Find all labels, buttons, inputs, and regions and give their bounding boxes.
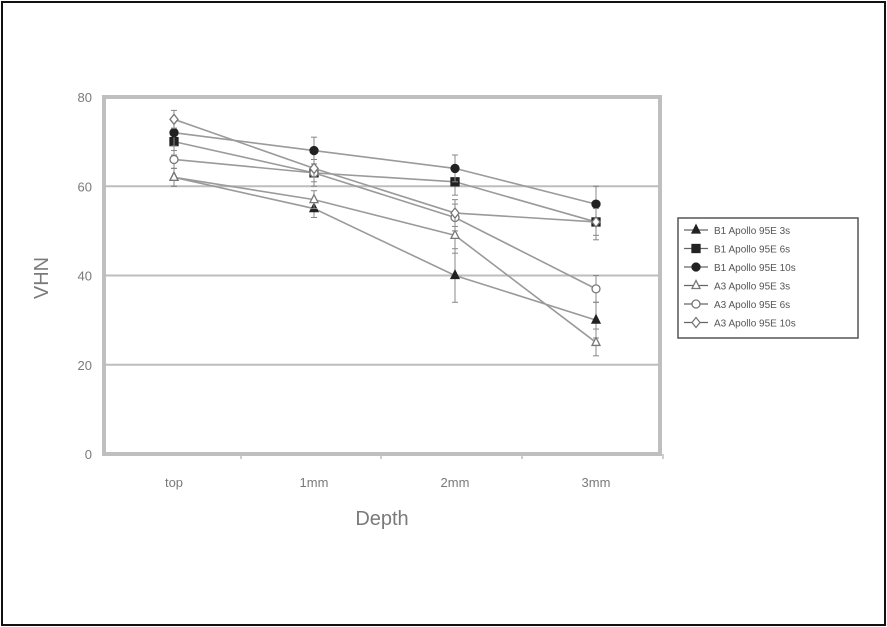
legend-marker xyxy=(691,262,701,272)
gridlines xyxy=(104,185,660,366)
legend-item: A3 Apollo 95E 6s xyxy=(684,299,790,311)
legend-label: A3 Apollo 95E 3s xyxy=(714,282,790,293)
series-line xyxy=(173,131,597,205)
x-axis-title: Depth xyxy=(355,508,408,530)
data-point xyxy=(169,113,179,126)
data-point xyxy=(169,128,179,138)
series-group xyxy=(168,109,602,357)
legend-marker xyxy=(691,243,701,254)
x-axis-ticks: top 1mm 2mm 3mm xyxy=(165,454,664,490)
legend: B1 Apollo 95E 3s B1 Apollo 95E 6s B1 Apoll… xyxy=(684,223,796,330)
x-tick-label: 3mm xyxy=(582,475,611,490)
legend-label: B1 Apollo 95E 6s xyxy=(714,245,790,256)
x-tick-label: 2mm xyxy=(441,475,470,490)
legend-label: B1 Apollo 95E 10s xyxy=(714,263,796,274)
data-point xyxy=(590,313,602,324)
legend-item: A3 Apollo 95E 3s xyxy=(684,279,790,293)
legend-marker xyxy=(690,223,702,234)
data-point xyxy=(450,163,460,174)
data-point xyxy=(168,170,180,181)
legend-label: A3 Apollo 95E 6s xyxy=(714,300,790,311)
data-point xyxy=(309,145,319,156)
data-point xyxy=(590,335,602,347)
data-point xyxy=(309,162,319,175)
data-point xyxy=(169,154,179,165)
series-line xyxy=(173,118,597,223)
legend-item: A3 Apollo 95E 10s xyxy=(684,316,796,330)
y-tick-label: 0 xyxy=(85,447,92,462)
legend-item: B1 Apollo 95E 10s xyxy=(684,262,796,274)
legend-box xyxy=(677,217,859,339)
data-point xyxy=(591,199,601,209)
data-point xyxy=(449,269,461,280)
series-line xyxy=(173,176,597,321)
legend-marker xyxy=(691,316,701,329)
legend-item: B1 Apollo 95E 3s xyxy=(684,223,790,237)
y-tick-label: 80 xyxy=(78,90,92,105)
legend-label: B1 Apollo 95E 3s xyxy=(714,226,790,237)
series-line xyxy=(173,158,597,290)
y-tick-label: 60 xyxy=(78,179,92,194)
y-tick-label: 40 xyxy=(78,269,92,284)
x-tick-label: 1mm xyxy=(300,475,329,490)
x-tick-label: top xyxy=(165,475,183,490)
legend-label: A3 Apollo 95E 10s xyxy=(714,319,796,330)
y-tick-label: 20 xyxy=(78,358,92,373)
legend-marker xyxy=(690,279,702,290)
data-point xyxy=(450,206,460,220)
data-point xyxy=(449,228,461,239)
legend-marker xyxy=(691,299,701,309)
data-point xyxy=(591,284,601,294)
legend-item: B1 Apollo 95E 6s xyxy=(684,243,790,256)
series-6 xyxy=(169,109,601,236)
data-point xyxy=(308,193,320,204)
series-line xyxy=(173,140,597,223)
y-axis-title: VHN xyxy=(31,257,53,299)
y-axis-ticks: 0 20 40 60 80 xyxy=(78,90,92,462)
data-point xyxy=(591,215,601,228)
series-line xyxy=(173,176,597,344)
